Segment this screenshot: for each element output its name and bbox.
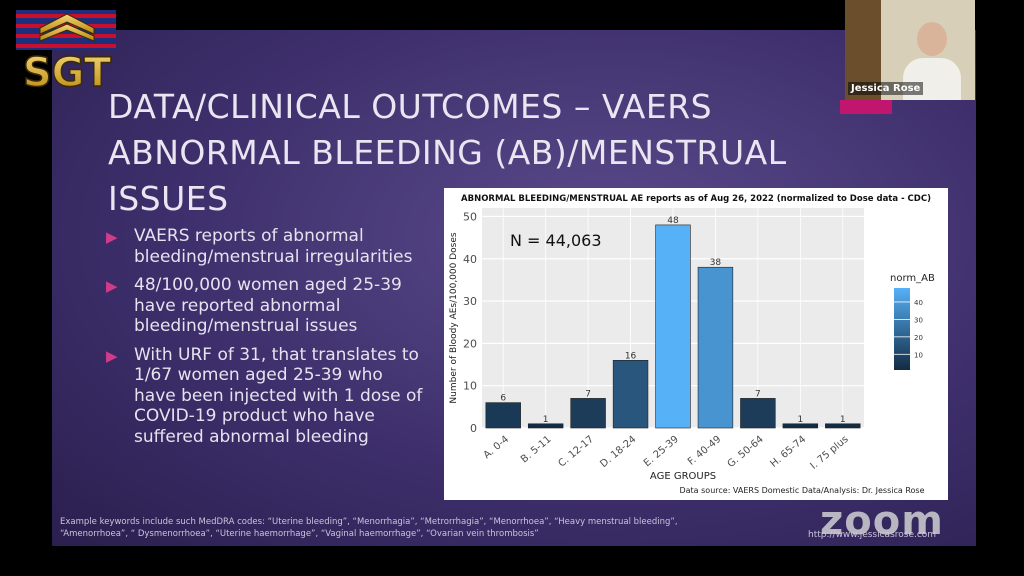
bullet-arrow-icon: ▶	[106, 277, 118, 295]
bar	[655, 224, 691, 429]
bar-value-label: 16	[625, 351, 637, 361]
participant-video-tile[interactable]: Jessica Rose	[845, 0, 975, 100]
legend-title: norm_AB	[890, 273, 935, 284]
y-tick-label: 50	[463, 210, 477, 223]
slide-footer: Example keywords include such MedDRA cod…	[60, 516, 800, 540]
x-tick-label: I. 75 plus	[808, 434, 850, 472]
x-tick-label: C. 12-17	[556, 434, 596, 470]
sgt-logo: SGT	[4, 6, 130, 98]
y-tick-label: 30	[463, 295, 477, 308]
bar	[570, 398, 606, 429]
bar	[697, 266, 734, 429]
x-tick-label: A. 0-4	[482, 434, 512, 461]
bar-value-label: 1	[840, 415, 846, 425]
bar	[740, 398, 776, 429]
bullet-text: With URF of 31, that translates to 1/67 …	[134, 344, 423, 447]
bar-chart-svg: 0 10 20 30 40 50 6 A. 0-4 1 B. 5-11 7 C. 12-17 16 D. …	[449, 194, 935, 495]
y-tick-label: 0	[470, 422, 477, 435]
legend-tick-label: 30	[914, 316, 923, 324]
y-tick-label: 40	[463, 253, 477, 266]
title-line-3: ISSUES	[108, 179, 229, 218]
y-axis-label: Number of Bloody AEs/100,000 Doses	[449, 232, 459, 403]
bar-value-label: 7	[585, 389, 591, 399]
chart-title: ABNORMAL BLEEDING/MENSTRUAL AE reports a…	[461, 194, 931, 204]
x-tick-label: H. 65-74	[768, 434, 808, 470]
bullet-arrow-icon: ▶	[106, 346, 118, 365]
zoom-watermark: zoom	[820, 498, 944, 544]
y-tick-label: 10	[463, 380, 477, 393]
bar	[825, 423, 861, 429]
legend-colorbar	[894, 288, 910, 370]
participant-head	[917, 22, 947, 56]
x-tick-label: G. 50-64	[726, 434, 766, 470]
title-line-2: ABNORMAL BLEEDING (AB)/MENSTRUAL	[108, 133, 787, 172]
bottom-bar	[0, 546, 1024, 576]
bar	[527, 423, 564, 429]
bar	[612, 360, 649, 429]
title-line-1: DATA/CLINICAL OUTCOMES – VAERS	[108, 87, 713, 126]
bar-value-label: 1	[543, 415, 549, 425]
bar-value-label: 6	[500, 394, 506, 404]
bullet-arrow-icon: ▶	[106, 228, 118, 246]
x-tick-label: B. 5-11	[519, 434, 554, 466]
bullet-text: VAERS reports of abnormal bleeding/menst…	[134, 226, 413, 267]
chart-source: Data source: VAERS Domestic Data/Analysi…	[679, 486, 924, 495]
x-axis-label: AGE GROUPS	[650, 471, 716, 482]
bar	[782, 423, 819, 429]
participant-name: Jessica Rose	[848, 82, 924, 95]
bar-chart: 0 10 20 30 40 50 6 A. 0-4 1 B. 5-11 7 C. 12-17 16 D. …	[444, 188, 948, 500]
bar-value-label: 1	[797, 415, 803, 425]
footer-line-2: “Amenorrhoea”, “ Dysmenorrhoea”, “Uterin…	[60, 529, 539, 539]
x-tick-label: E. 25-39	[642, 434, 681, 469]
x-tick-label: D. 18-24	[598, 434, 638, 470]
video-accent-strip	[840, 100, 892, 114]
bullet-list: ▶ VAERS reports of abnormal bleeding/men…	[106, 226, 426, 455]
bullet-item: ▶ 48/100,000 women aged 25-39 have repor…	[106, 275, 426, 337]
bar	[485, 402, 521, 429]
bullet-item: ▶ With URF of 31, that translates to 1/6…	[106, 345, 426, 448]
bar-value-label: 38	[710, 258, 722, 268]
bullet-item: ▶ VAERS reports of abnormal bleeding/men…	[106, 226, 426, 267]
legend-tick-label: 40	[914, 299, 923, 307]
bar-value-label: 48	[667, 216, 679, 226]
y-tick-label: 20	[463, 337, 477, 350]
x-tick-label: F. 40-49	[686, 434, 723, 468]
slide-url: http://www.jessicasrose.com	[808, 530, 937, 540]
legend-tick-label: 10	[914, 351, 923, 359]
footer-line-1: Example keywords include such MedDRA cod…	[60, 517, 678, 527]
legend-tick-label: 20	[914, 334, 923, 342]
bullet-text: 48/100,000 women aged 25-39 have reporte…	[134, 275, 402, 336]
bar-value-label: 7	[755, 389, 761, 399]
slide-title: DATA/CLINICAL OUTCOMES – VAERS ABNORMAL …	[108, 84, 838, 222]
svg-text:SGT: SGT	[23, 50, 112, 96]
chart-annotation: N = 44,063	[510, 231, 602, 250]
